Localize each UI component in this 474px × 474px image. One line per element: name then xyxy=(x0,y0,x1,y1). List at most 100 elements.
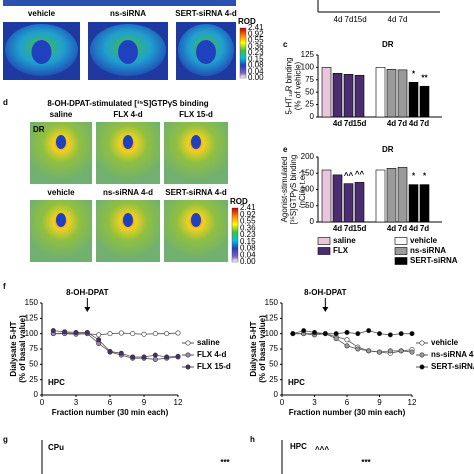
panel-label: d xyxy=(3,98,8,107)
point xyxy=(409,349,415,355)
point xyxy=(175,353,181,359)
colorbar xyxy=(239,27,247,79)
bar-annotation: ^^ xyxy=(344,171,354,180)
region-label: DR xyxy=(33,125,45,134)
bar xyxy=(375,67,386,118)
x-tick-label: 0 xyxy=(40,398,45,407)
region-label: HPC xyxy=(288,378,305,387)
point xyxy=(344,343,350,349)
bar xyxy=(375,169,386,223)
annotation: *** xyxy=(361,458,371,467)
point xyxy=(398,331,404,337)
bar xyxy=(343,74,354,118)
y-axis-label: (% of vehicle) xyxy=(294,61,303,110)
colorbar xyxy=(231,207,239,263)
point xyxy=(141,354,147,360)
y-axis-label: (% of basal value) xyxy=(258,315,267,383)
brain-core xyxy=(31,40,52,64)
x-tick-label: 12 xyxy=(174,398,183,407)
colorbar-label: 0.15 xyxy=(248,54,264,63)
annotation: *** xyxy=(220,458,230,467)
point xyxy=(73,329,79,335)
x-tick-label: 3 xyxy=(312,398,317,407)
legend-label: vehicle xyxy=(410,236,438,245)
y-tick-label: 25 xyxy=(305,100,314,109)
region-label: HPC xyxy=(290,442,307,451)
bar-annotation: * xyxy=(423,172,427,181)
bar xyxy=(419,85,430,118)
point xyxy=(366,348,372,354)
point xyxy=(62,329,68,335)
annotation-arrowhead xyxy=(84,307,91,312)
point xyxy=(96,337,102,343)
x-tick-label: 3 xyxy=(74,398,79,407)
colorbar-label: 0.08 xyxy=(248,61,264,70)
bar xyxy=(397,69,408,118)
x-tick-label: 6 xyxy=(345,398,350,407)
y-tick-label: 50 xyxy=(305,87,314,96)
y-tick-label: 125 xyxy=(265,313,279,322)
legend-swatch xyxy=(394,257,408,265)
image-label: vehicle xyxy=(28,9,56,18)
x-tick-label: 15d xyxy=(353,224,367,233)
x-tick-label: 7d xyxy=(398,224,407,233)
y-axis-label: 5-HT₁ₐR binding xyxy=(285,57,294,114)
dr-core xyxy=(56,213,66,227)
point xyxy=(118,330,124,336)
legend-marker xyxy=(419,340,425,346)
colorbar-label: 0.04 xyxy=(248,67,264,76)
brain-core xyxy=(118,40,138,64)
dr-image xyxy=(96,122,160,184)
colorbar-label: 2.41 xyxy=(240,203,256,212)
point xyxy=(398,348,404,354)
y-axis-label: (% of basal value) xyxy=(18,315,27,383)
colorbar-label: 0.36 xyxy=(248,42,264,51)
image-label: FLX 4-d xyxy=(113,110,142,119)
x-tick-label: 7d xyxy=(420,119,429,128)
y-tick-label: 50 xyxy=(29,359,38,368)
y-tick-label: 100 xyxy=(301,63,315,72)
y-tick-label: 0 xyxy=(274,390,279,399)
point xyxy=(290,331,296,337)
x-tick-label: 15d xyxy=(353,15,366,24)
bar xyxy=(332,174,343,223)
colorbar-label: 0.00 xyxy=(248,73,264,82)
legend-marker xyxy=(185,364,191,370)
y-axis-label: Agonist-stimulated xyxy=(280,157,289,223)
point xyxy=(96,332,102,338)
legend-swatch xyxy=(394,237,408,245)
x-tick-label: 12 xyxy=(408,398,417,407)
point xyxy=(152,352,158,358)
image-label: SERT-siRNA 4-d xyxy=(165,188,227,197)
image-label: SERT-siRNA 4-d xyxy=(175,9,237,18)
bar xyxy=(354,75,365,118)
point xyxy=(409,331,415,337)
image-label: saline xyxy=(50,110,73,119)
point xyxy=(344,329,350,335)
brain-core xyxy=(196,40,216,64)
bar xyxy=(354,182,365,223)
y-tick-label: 125 xyxy=(301,50,315,59)
x-tick-label: 9 xyxy=(377,398,382,407)
y-axis-label: Dialysate 5-HT xyxy=(9,321,18,376)
colorbar-label: 0.23 xyxy=(240,230,256,239)
dr-core xyxy=(56,135,66,149)
y-tick-label: 0 xyxy=(310,217,315,226)
legend-label: ns-siRNA xyxy=(410,246,446,255)
point xyxy=(355,346,361,352)
colorbar-title: ROD xyxy=(230,197,248,206)
bar xyxy=(408,81,419,118)
x-axis-label: Fraction number (30 min each) xyxy=(52,408,169,417)
point xyxy=(301,328,307,334)
dr-image xyxy=(164,200,228,262)
y-tick-label: 150 xyxy=(265,298,279,307)
legend-label: SERT-siRNA 4-d xyxy=(431,362,474,371)
x-tick-label: 9 xyxy=(142,398,147,407)
legend-label: vehicle xyxy=(431,338,459,347)
point xyxy=(152,331,158,337)
point xyxy=(311,329,317,335)
point xyxy=(50,328,56,334)
x-tick-label: 7d xyxy=(344,224,353,233)
annotation-arrowhead xyxy=(322,307,329,312)
